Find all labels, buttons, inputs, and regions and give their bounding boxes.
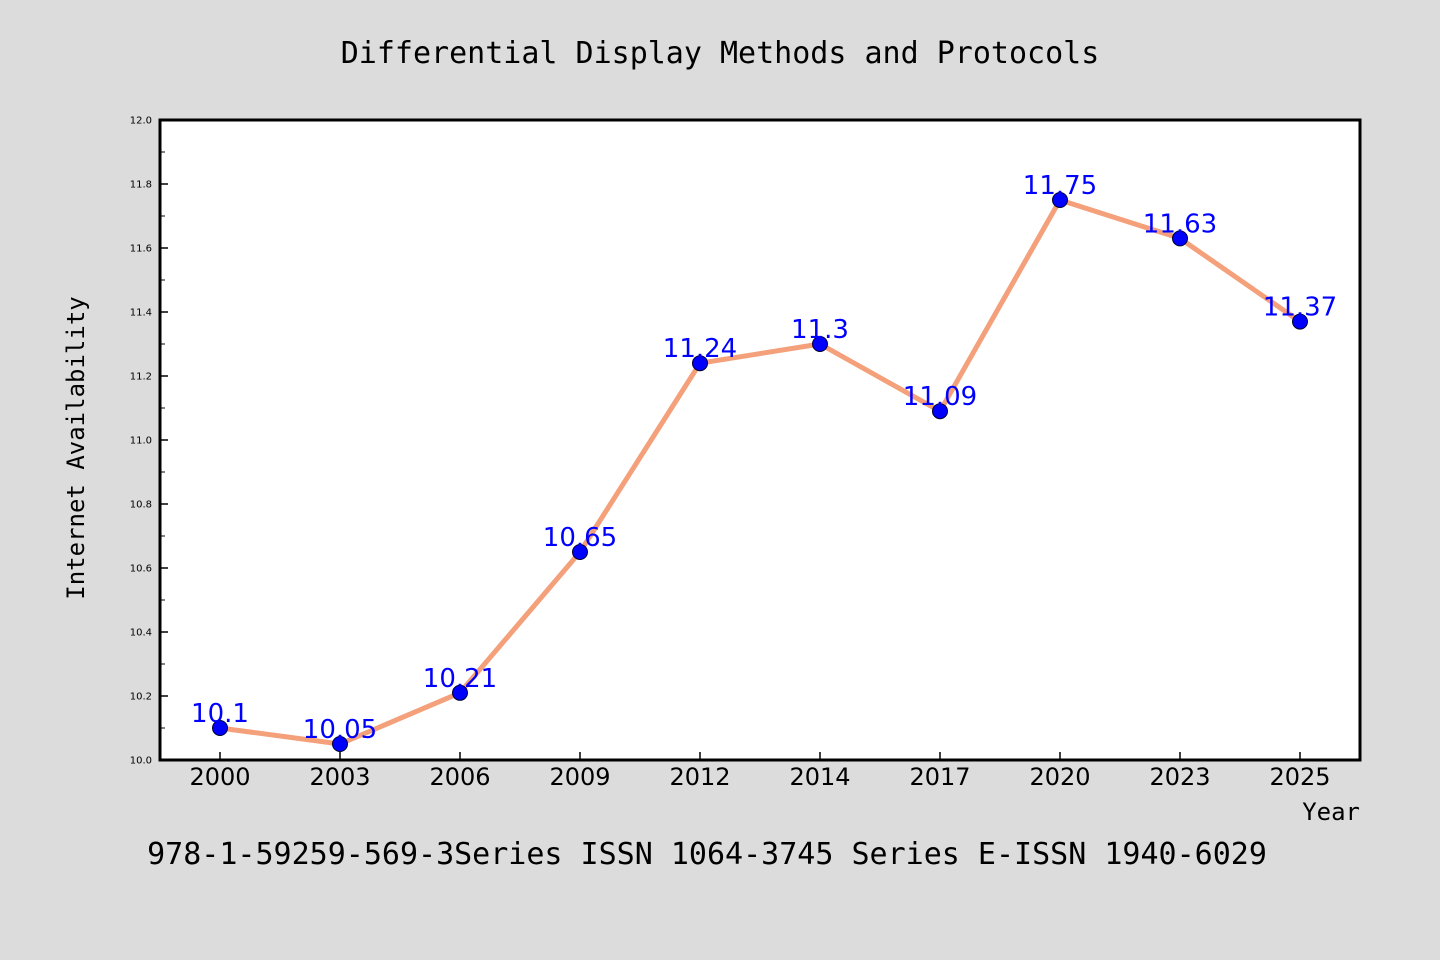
y-tick-label: 10.4: [130, 628, 152, 639]
plot-area: [158, 118, 1362, 762]
data-label: 11.63: [1143, 209, 1217, 239]
data-point: [212, 720, 228, 736]
data-point: [932, 403, 948, 420]
data-point: [692, 355, 708, 372]
x-tick-label: 2023: [1149, 763, 1210, 791]
data-label: 11.24: [663, 334, 737, 364]
y-tick-label: 11.8: [130, 180, 152, 191]
x-axis-label: Year: [1302, 798, 1360, 826]
y-tick-label: 10.8: [130, 500, 152, 511]
data-label: 10.1: [191, 699, 249, 729]
data-label: 11.3: [791, 315, 849, 345]
data-point: [812, 336, 828, 352]
data-label: 11.37: [1263, 293, 1337, 323]
y-tick-label: 10.6: [130, 564, 152, 575]
data-point: [572, 544, 588, 560]
y-tick-label: 11.0: [130, 436, 152, 447]
data-label: 10.65: [543, 523, 617, 553]
x-tick-label: 2012: [669, 763, 730, 791]
data-point: [1052, 192, 1068, 208]
data-label: 11.09: [903, 382, 977, 412]
x-tick-label: 2014: [789, 763, 850, 791]
y-tick-label: 10.0: [130, 756, 152, 767]
data-point: [452, 684, 468, 701]
y-tick-label: 11.2: [130, 372, 152, 383]
x-tick-label: 2009: [549, 763, 610, 791]
y-tick-label: 10.2: [130, 692, 152, 703]
chart-title: Differential Display Methods and Protoco…: [341, 36, 1100, 71]
x-tick-label: 2006: [429, 763, 490, 791]
data-label: 10.21: [423, 664, 497, 694]
data-label: 10.05: [303, 715, 377, 745]
data-label: 11.75: [1023, 171, 1097, 201]
x-tick-label: 2020: [1029, 763, 1090, 791]
x-tick-label: 2003: [309, 763, 370, 791]
y-axis-label: Internet Availability: [62, 296, 90, 599]
footer-text: 978-1-59259-569-3Series ISSN 1064-3745 S…: [147, 837, 1267, 872]
series-line: [217, 197, 1303, 747]
y-tick-label: 12.0: [130, 116, 152, 127]
y-tick-label: 11.4: [130, 308, 152, 319]
x-tick-label: 2017: [909, 763, 970, 791]
x-tick-label: 2000: [189, 763, 250, 791]
data-point: [1292, 313, 1308, 330]
y-tick-label: 11.6: [130, 244, 152, 255]
x-tick-label: 2025: [1269, 763, 1330, 791]
data-point: [332, 736, 348, 752]
data-point: [1172, 230, 1188, 247]
